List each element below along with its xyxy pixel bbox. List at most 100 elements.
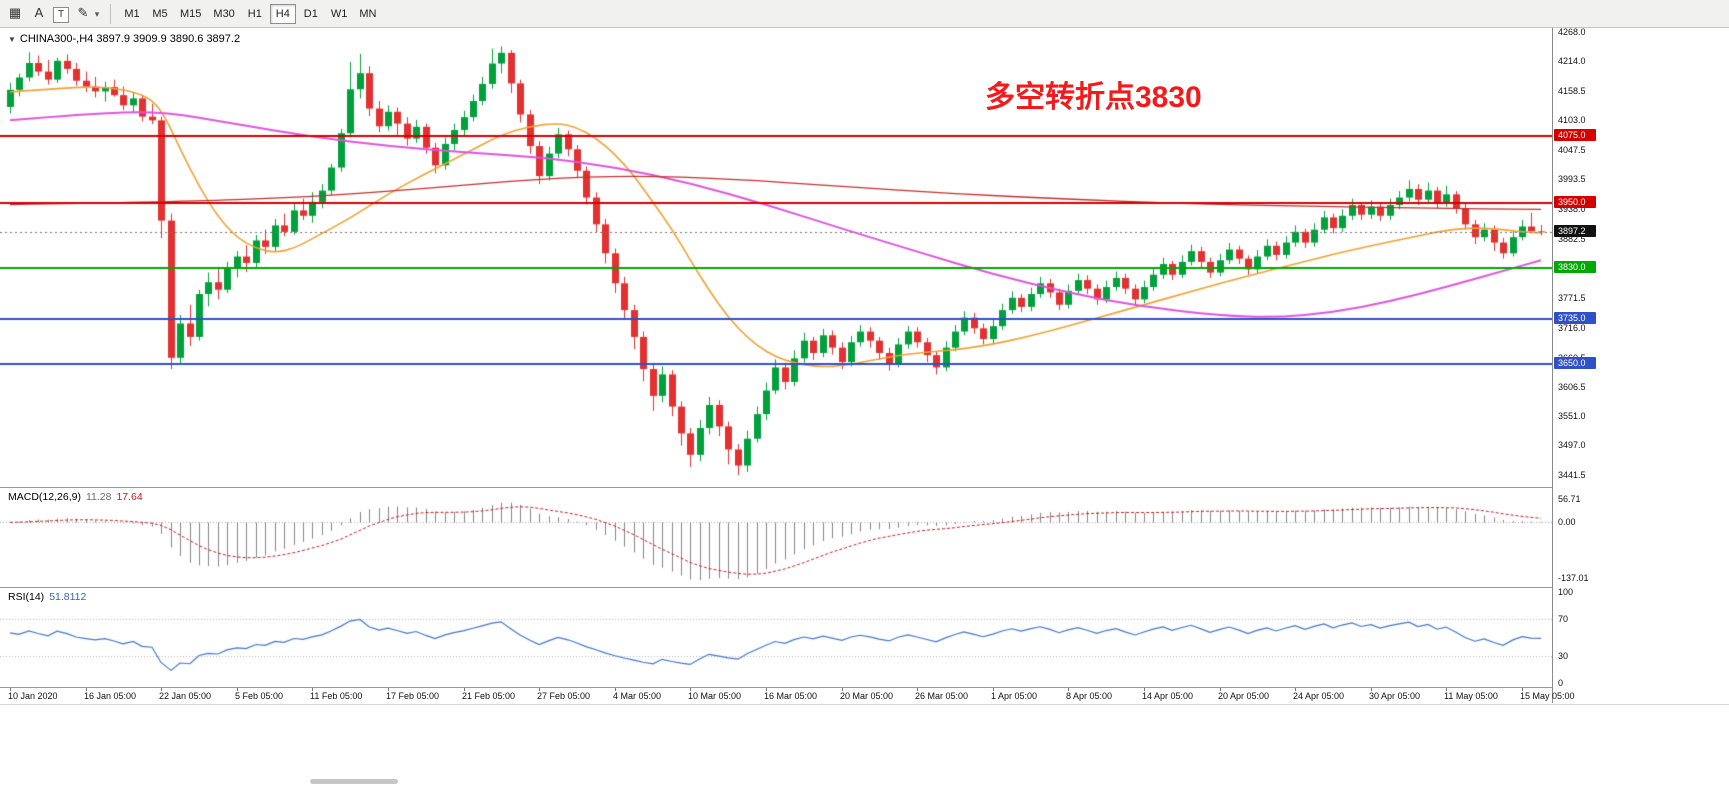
time-tick <box>86 688 87 691</box>
panel-separator-rsi[interactable] <box>0 587 1729 588</box>
rsi-title: RSI(14) <box>8 591 45 603</box>
time-tick <box>917 688 918 691</box>
timeframe-group: M1 M5 M15 M30 H1 H4 D1 W1 MN <box>118 3 382 24</box>
price-tick-label: 3993.5 <box>1558 174 1586 185</box>
time-tick <box>1446 688 1447 691</box>
rsi-value: 51.8112 <box>49 591 87 603</box>
time-axis-label: 21 Feb 05:00 <box>462 691 516 701</box>
price-axis[interactable]: 4268.0 4214.0 4158.5 4103.0 4047.5 3993.5 3938… <box>1552 28 1729 703</box>
toolbar: ▦ A T ✎ ▾ M1 M5 M15 M30 H1 H4 D1 W1 MN <box>0 0 1729 28</box>
symbol-header: ▼ CHINA300-,H4 3897.9 3909.9 3890.6 3897.… <box>8 33 240 45</box>
chart-dropdown-icon: ▼ <box>8 35 16 44</box>
price-tick-label: 4158.5 <box>1558 85 1586 96</box>
hline-price-tag-3950.0[interactable]: 3950.0 <box>1554 196 1596 209</box>
time-tick <box>464 688 465 691</box>
time-axis[interactable]: 10 Jan 2020 16 Jan 05:00 22 Jan 05:00 5 Feb… <box>0 688 1575 703</box>
timeframe-mn-button[interactable]: MN <box>359 7 377 20</box>
time-tick <box>388 688 389 691</box>
arrow-tool-icon[interactable]: A <box>34 5 44 20</box>
price-tick-label: 3606.5 <box>1558 381 1586 392</box>
price-tick-label: 3497.0 <box>1558 440 1586 451</box>
rsi-axis-label: 70 <box>1558 614 1569 625</box>
timeframe-h4-button[interactable]: H4 <box>269 3 296 24</box>
time-axis-separator <box>0 687 1729 688</box>
time-tick <box>766 688 767 691</box>
timeframe-m1-button[interactable]: M1 <box>124 7 140 20</box>
time-tick <box>161 688 162 691</box>
time-axis-label: 11 Feb 05:00 <box>310 691 363 701</box>
timeframe-m15-button[interactable]: M15 <box>180 7 202 20</box>
hline-price-tag-3650.0[interactable]: 3650.0 <box>1554 357 1596 370</box>
time-axis-label: 1 Apr 05:00 <box>991 691 1038 701</box>
time-tick <box>1522 688 1523 691</box>
price-tick-label: 4047.5 <box>1558 145 1586 156</box>
price-tick-label: 3551.0 <box>1558 411 1586 422</box>
macd-label: MACD(12,26,9) 11.28 17.64 <box>8 491 143 503</box>
hatch-grid-icon[interactable]: ▦ <box>8 5 22 20</box>
price-tick-label: 3441.5 <box>1558 470 1586 480</box>
macd-title: MACD(12,26,9) <box>8 491 81 503</box>
time-axis-label: 10 Mar 05:00 <box>688 691 742 701</box>
time-axis-label: 24 Apr 05:00 <box>1293 691 1345 701</box>
bottom-strip <box>0 704 1729 786</box>
time-axis-label: 16 Mar 05:00 <box>764 691 818 701</box>
time-axis-label: 20 Apr 05:00 <box>1218 691 1270 701</box>
timeframe-h1-button[interactable]: H1 <box>247 7 262 20</box>
timeframe-m30-button[interactable]: M30 <box>213 7 235 20</box>
rsi-axis-label: 100 <box>1558 587 1574 597</box>
macd-panel-canvas[interactable] <box>0 488 1552 587</box>
rsi-label: RSI(14) 51.8112 <box>8 591 86 603</box>
main-chart-canvas[interactable] <box>0 28 1552 487</box>
price-tick-label: 3938.0 <box>1558 203 1586 214</box>
chart-annotation-text: 多空转折点3830 <box>985 81 1202 114</box>
price-tick-label: 3716.0 <box>1558 322 1586 333</box>
price-tick-label: 4103.0 <box>1558 115 1586 126</box>
time-axis-label: 22 Jan 05:00 <box>159 691 212 701</box>
time-axis-label: 11 May 05:00 <box>1444 691 1498 701</box>
price-tick-label: 3771.5 <box>1558 293 1586 304</box>
time-axis-label: 10 Jan 2020 <box>8 691 58 701</box>
time-tick <box>539 688 540 691</box>
h-scrollbar-thumb[interactable] <box>310 779 398 784</box>
time-axis-label: 15 May 05:00 <box>1520 691 1575 701</box>
time-tick <box>842 688 843 691</box>
timeframe-w1-button[interactable]: W1 <box>330 7 348 20</box>
price-tick-label: 4214.0 <box>1558 55 1586 66</box>
hline-price-tag-4075.0[interactable]: 4075.0 <box>1554 129 1596 142</box>
time-tick <box>1144 688 1145 691</box>
time-tick <box>1295 688 1296 691</box>
time-tick <box>993 688 994 691</box>
time-axis-label: 20 Mar 05:00 <box>840 691 894 701</box>
time-axis-label: 26 Mar 05:00 <box>915 691 969 701</box>
brush-dropdown-icon[interactable]: ▾ <box>94 9 100 19</box>
brush-tool-icon[interactable]: ✎ <box>77 5 89 20</box>
time-axis-label: 27 Feb 05:00 <box>537 691 591 701</box>
time-tick <box>1068 688 1069 691</box>
rsi-panel-canvas[interactable] <box>0 588 1552 687</box>
macd-axis-label: 0.00 <box>1558 517 1576 528</box>
time-axis-label: 17 Feb 05:00 <box>386 691 440 701</box>
time-tick <box>10 688 11 691</box>
macd-signal-value: 17.64 <box>116 491 143 503</box>
text-tool-icon[interactable]: T <box>53 6 69 23</box>
chart-area: ▼ CHINA300-,H4 3897.9 3909.9 3890.6 3897.… <box>0 28 1729 786</box>
time-tick <box>1371 688 1372 691</box>
symbol-ohlc-text: CHINA300-,H4 3897.9 3909.9 3890.6 3897.2 <box>19 33 241 45</box>
current-price-tag: 3897.2 <box>1554 224 1596 237</box>
time-tick <box>690 688 691 691</box>
timeframe-m5-button[interactable]: M5 <box>152 7 168 20</box>
price-tick-label: 3882.5 <box>1558 233 1586 244</box>
price-tick-label: 4268.0 <box>1558 28 1586 37</box>
time-tick <box>1220 688 1221 691</box>
toolbar-separator <box>110 3 111 24</box>
panel-separator-macd[interactable] <box>0 487 1729 488</box>
time-axis-label: 30 Apr 05:00 <box>1369 691 1421 701</box>
timeframe-d1-button[interactable]: D1 <box>303 7 318 20</box>
macd-axis-label: 56.71 <box>1558 494 1581 505</box>
hline-price-tag-3735.0[interactable]: 3735.0 <box>1554 311 1596 324</box>
time-tick <box>312 688 313 691</box>
time-axis-label: 8 Apr 05:00 <box>1066 691 1113 701</box>
macd-value: 11.28 <box>85 491 112 503</box>
hline-price-tag-3830.0[interactable]: 3830.0 <box>1554 260 1596 273</box>
